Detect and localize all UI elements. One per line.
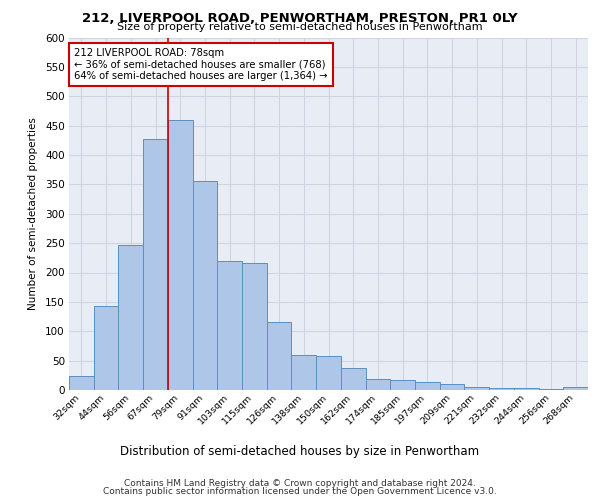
Bar <box>341 368 365 390</box>
Text: Size of property relative to semi-detached houses in Penwortham: Size of property relative to semi-detach… <box>117 22 483 32</box>
Bar <box>217 262 242 390</box>
Bar <box>464 387 489 390</box>
Bar <box>365 379 390 390</box>
Bar <box>514 388 539 390</box>
Bar <box>69 376 94 390</box>
Text: 212 LIVERPOOL ROAD: 78sqm
← 36% of semi-detached houses are smaller (768)
64% of: 212 LIVERPOOL ROAD: 78sqm ← 36% of semi-… <box>74 48 328 82</box>
Bar <box>563 387 588 390</box>
Bar <box>242 262 267 390</box>
Text: Distribution of semi-detached houses by size in Penwortham: Distribution of semi-detached houses by … <box>121 444 479 458</box>
Text: Contains public sector information licensed under the Open Government Licence v3: Contains public sector information licen… <box>103 487 497 496</box>
Text: 212, LIVERPOOL ROAD, PENWORTHAM, PRESTON, PR1 0LY: 212, LIVERPOOL ROAD, PENWORTHAM, PRESTON… <box>82 12 518 26</box>
Bar <box>267 322 292 390</box>
Y-axis label: Number of semi-detached properties: Number of semi-detached properties <box>28 118 38 310</box>
Bar <box>489 388 514 390</box>
Bar <box>390 380 415 390</box>
Bar <box>316 356 341 390</box>
Bar <box>415 382 440 390</box>
Bar <box>118 246 143 390</box>
Bar <box>193 182 217 390</box>
Bar <box>292 355 316 390</box>
Bar <box>94 306 118 390</box>
Text: Contains HM Land Registry data © Crown copyright and database right 2024.: Contains HM Land Registry data © Crown c… <box>124 478 476 488</box>
Bar <box>143 138 168 390</box>
Bar <box>168 120 193 390</box>
Bar <box>440 384 464 390</box>
